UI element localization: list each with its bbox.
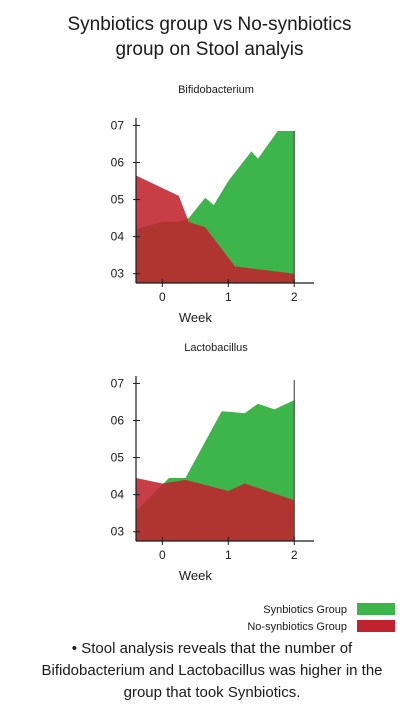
x-axis-label: Week [179, 568, 212, 583]
y-tick-label: 07 [111, 376, 125, 390]
legend-label-no-synbiotics: No-synbiotics Group [247, 621, 347, 633]
legend-swatch-synbiotics [357, 603, 395, 615]
x-tick-label: 2 [291, 548, 298, 562]
x-tick-label: 0 [159, 548, 166, 562]
area-series-no-synbiotics [136, 477, 295, 541]
x-tick-label: 2 [291, 290, 298, 304]
chart-lactobacillus: Lactobacillus 03 04 05 06 07 0 1 2 Week [0, 336, 419, 596]
y-tick-label: 03 [111, 267, 125, 281]
y-tick-label: 04 [111, 488, 125, 502]
y-tick-label: 05 [111, 193, 125, 207]
y-tick-label: 04 [111, 230, 125, 244]
x-tick-label: 1 [225, 290, 232, 304]
title-line-1: Synbiotics group vs No-synbiotics [67, 14, 352, 35]
chart-bifidobacterium: Bifidobacterium 03 04 05 06 07 0 1 2 Week [0, 78, 419, 338]
y-tick-label: 06 [111, 155, 125, 169]
area-series-no-synbiotics [136, 175, 295, 283]
y-tick-label: 07 [111, 118, 125, 132]
lactobacillus-chart-svg: Lactobacillus 03 04 05 06 07 0 1 2 Week [111, 342, 314, 583]
y-tick-label: 05 [111, 451, 125, 465]
y-tick-label: 03 [111, 525, 125, 539]
legend-item-synbiotics: Synbiotics Group [0, 603, 419, 617]
x-axis-label: Week [179, 310, 212, 325]
chart-subtitle: Lactobacillus [184, 342, 248, 354]
summary-note: • Stool analysis reveals that the number… [41, 640, 383, 701]
title-line-2: group on Stool analyis [115, 39, 304, 60]
legend-swatch-no-synbiotics [357, 620, 395, 632]
x-tick-label: 1 [225, 548, 232, 562]
legend-item-no-synbiotics: No-synbiotics Group [0, 620, 419, 634]
y-tick-label: 06 [111, 413, 125, 427]
x-tick-label: 0 [159, 290, 166, 304]
bifidobacterium-chart-svg: Bifidobacterium 03 04 05 06 07 0 1 2 Week [111, 84, 314, 325]
legend-label-synbiotics: Synbiotics Group [263, 604, 347, 616]
chart-main-title: Synbiotics group vs No-synbiotics group … [0, 12, 419, 62]
chart-subtitle: Bifidobacterium [178, 84, 254, 96]
